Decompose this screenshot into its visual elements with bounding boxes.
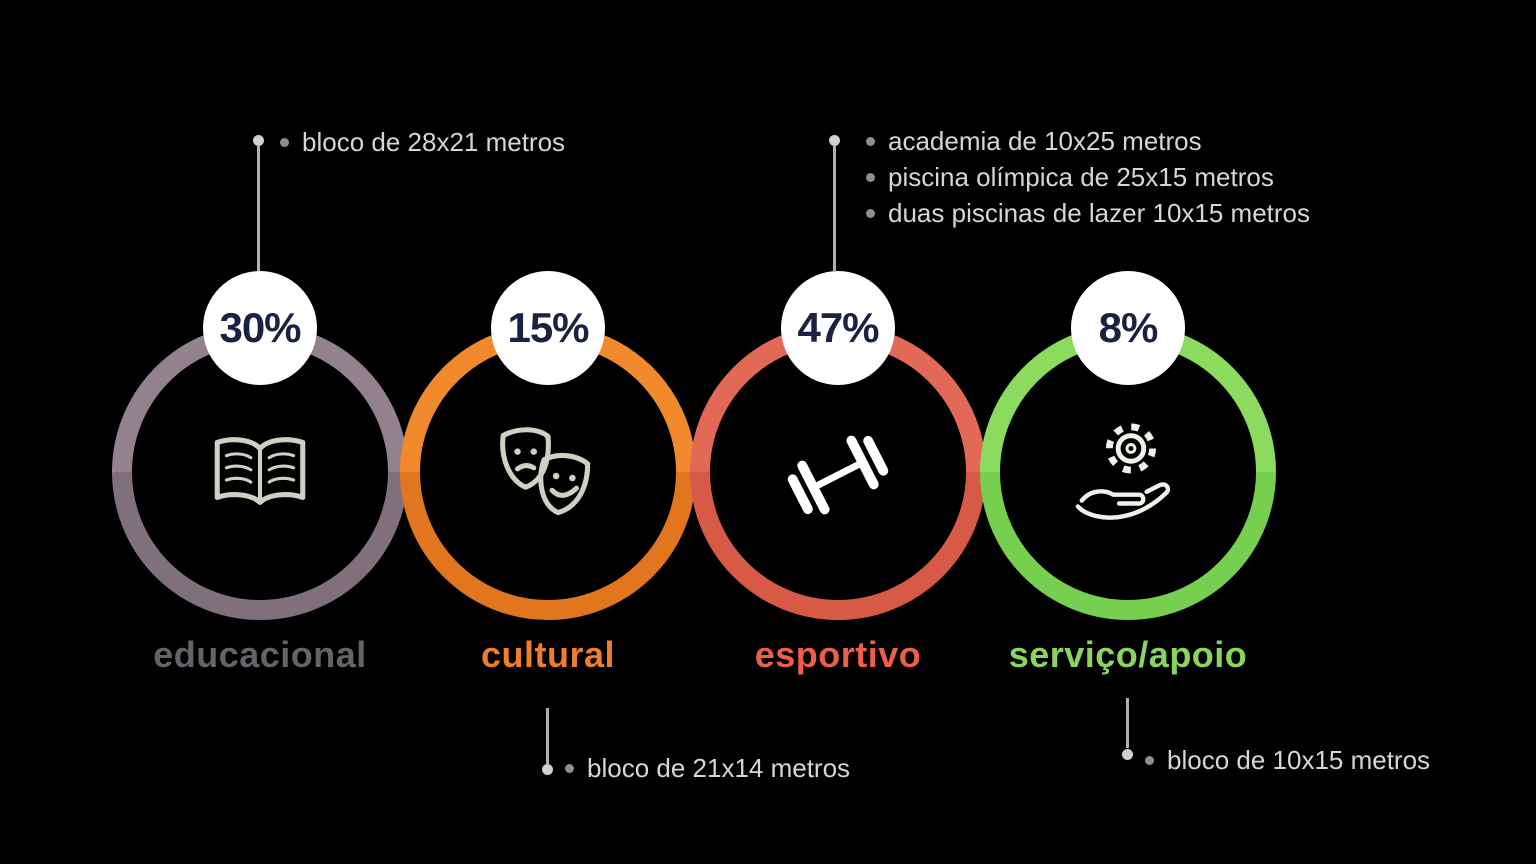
connector-dot bbox=[542, 764, 553, 775]
category-label: educacional bbox=[153, 634, 367, 675]
percent-value: 47% bbox=[797, 304, 879, 351]
open-book-icon bbox=[204, 434, 316, 516]
note-item: duas piscinas de lazer 10x15 metros bbox=[866, 195, 1310, 231]
percent-value: 8% bbox=[1098, 304, 1159, 351]
percent-value: 30% bbox=[219, 304, 301, 351]
note-text: academia de 10x25 metros bbox=[888, 125, 1202, 156]
percent-badge: 30% bbox=[203, 271, 317, 385]
category-servico-apoio: 8% serviço/apoio bbox=[980, 271, 1276, 675]
note-text: bloco de 28x21 metros bbox=[302, 126, 566, 157]
category-educacional: 30% educacional bbox=[112, 271, 408, 675]
note-item: piscina olímpica de 25x15 metros bbox=[866, 159, 1310, 195]
connector-dot bbox=[253, 135, 264, 146]
connector-line bbox=[1126, 698, 1129, 748]
note-bullet-icon bbox=[565, 763, 574, 773]
category-esportivo: 47% esportivo bbox=[690, 271, 986, 675]
note-text: bloco de 21x14 metros bbox=[587, 752, 851, 783]
gear-hand-icon bbox=[1064, 416, 1192, 534]
category-cultural: 15% cultural bbox=[400, 271, 696, 675]
category-label: cultural bbox=[480, 634, 616, 675]
percent-badge: 15% bbox=[491, 271, 605, 385]
category-label: serviço/apoio bbox=[1008, 634, 1248, 675]
dumbbell-icon bbox=[774, 411, 902, 539]
note-bullet-icon bbox=[280, 137, 289, 147]
note-text: bloco de 10x15 metros bbox=[1167, 744, 1431, 775]
note-esportivo: academia de 10x25 metros piscina olímpic… bbox=[866, 123, 1310, 231]
note-educacional: bloco de 28x21 metros bbox=[280, 126, 565, 158]
percent-badge: 8% bbox=[1071, 271, 1185, 385]
note-bullet-icon bbox=[1145, 755, 1154, 765]
connector-line bbox=[833, 146, 836, 272]
note-bullet-icon bbox=[866, 136, 875, 146]
connector-dot bbox=[829, 135, 840, 146]
percent-value: 15% bbox=[507, 304, 589, 351]
note-text: piscina olímpica de 25x15 metros bbox=[888, 161, 1274, 192]
connector-dot bbox=[1122, 749, 1133, 760]
percent-badge: 47% bbox=[781, 271, 895, 385]
theater-masks-icon bbox=[487, 419, 609, 531]
note-servico-apoio: bloco de 10x15 metros bbox=[1145, 744, 1430, 776]
note-bullet-icon bbox=[866, 172, 875, 182]
category-label: esportivo bbox=[754, 634, 922, 675]
note-text: duas piscinas de lazer 10x15 metros bbox=[888, 197, 1311, 228]
note-item: academia de 10x25 metros bbox=[866, 123, 1310, 159]
note-bullet-icon bbox=[866, 208, 875, 218]
connector-line bbox=[257, 146, 260, 271]
note-cultural: bloco de 21x14 metros bbox=[565, 752, 850, 784]
connector-line bbox=[546, 708, 549, 764]
